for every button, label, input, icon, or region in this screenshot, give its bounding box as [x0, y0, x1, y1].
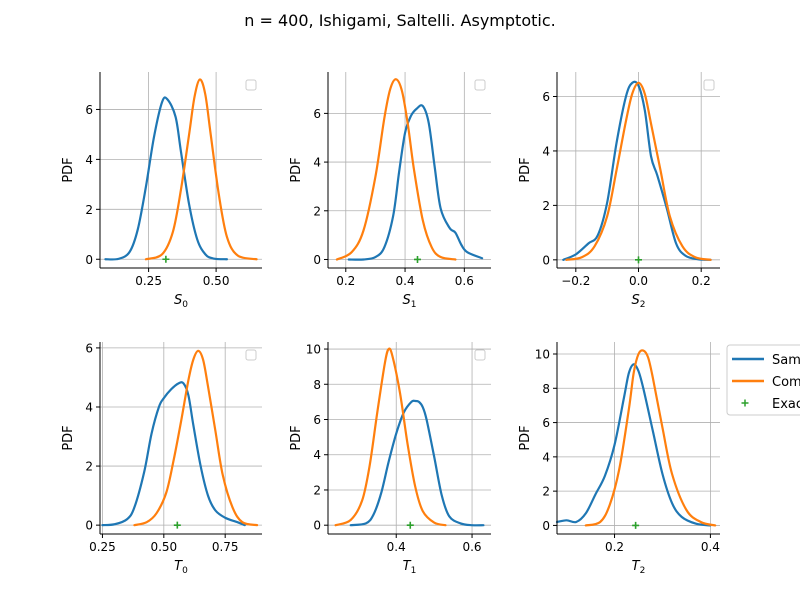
empty-legend-box	[245, 349, 257, 361]
legend-label: Com	[772, 375, 800, 390]
y-tick-label: 4	[542, 450, 550, 464]
x-tick-label: 0.4	[387, 540, 406, 554]
y-tick-label: 0	[542, 253, 550, 267]
series-line	[347, 104, 484, 261]
series-line	[334, 347, 447, 527]
y-axis-label: PDF	[518, 425, 533, 450]
y-tick-label: 4	[542, 144, 550, 158]
exact-marker	[632, 521, 640, 529]
x-tick-label: 0.2	[692, 274, 711, 288]
x-tick-label: 0.6	[462, 540, 481, 554]
y-tick-label: 8	[542, 382, 550, 396]
y-tick-label: 0	[85, 253, 93, 267]
y-tick-label: 6	[313, 107, 321, 121]
y-tick-label: 4	[85, 153, 93, 167]
y-tick-label: 0	[85, 519, 93, 533]
y-tick-label: 0	[313, 253, 321, 267]
legend-entry: Com	[732, 375, 800, 390]
figure-title: n = 400, Ishigami, Saltelli. Asymptotic.	[244, 11, 555, 30]
x-tick-label: 0.25	[135, 274, 162, 288]
series-line	[565, 81, 712, 261]
exact-marker	[635, 256, 642, 264]
y-tick-label: 2	[542, 199, 550, 213]
exact-marker	[173, 521, 181, 529]
series-line	[349, 399, 485, 527]
y-axis-label: PDF	[518, 157, 533, 182]
x-tick-label: 0.75	[212, 540, 239, 554]
x-tick-label: −0.2	[561, 274, 590, 288]
legend-label: Sam	[772, 353, 800, 368]
y-tick-label: 4	[85, 400, 93, 414]
exact-marker	[406, 521, 414, 529]
x-tick-label: 0.2	[605, 540, 624, 554]
series-line	[101, 381, 246, 527]
y-tick-label: 6	[85, 103, 93, 117]
y-tick-label: 6	[542, 416, 550, 430]
y-tick-label: 4	[313, 448, 321, 462]
x-tick-label: 0.50	[203, 274, 230, 288]
y-tick-label: 8	[313, 378, 321, 392]
y-tick-label: 0	[542, 519, 550, 533]
exact-marker	[162, 255, 170, 263]
series-line	[144, 78, 258, 261]
y-tick-label: 2	[85, 203, 93, 217]
series-line	[555, 363, 712, 527]
x-tick-label: 0.50	[150, 540, 177, 554]
y-tick-label: 2	[542, 485, 550, 499]
x-tick-label: 0.0	[629, 274, 648, 288]
x-tick-label: 0.4	[396, 274, 415, 288]
x-tick-label: 0.6	[455, 274, 474, 288]
legend: Sam Com Exac	[726, 344, 800, 416]
y-tick-label: 10	[306, 343, 321, 357]
y-tick-label: 2	[85, 460, 93, 474]
x-tick-label: 0.25	[89, 540, 116, 554]
y-tick-label: 10	[535, 348, 550, 362]
series-line	[584, 349, 717, 527]
legend-entry: Sam	[732, 353, 800, 368]
y-tick-label: 6	[313, 413, 321, 427]
empty-legend-box	[703, 79, 715, 91]
y-axis-label: PDF	[61, 157, 76, 182]
y-tick-label: 6	[542, 90, 550, 104]
series-line	[562, 80, 712, 261]
y-tick-label: 4	[313, 156, 321, 170]
y-axis-label: PDF	[289, 425, 304, 450]
y-axis-label: PDF	[61, 425, 76, 450]
series-line	[335, 78, 457, 261]
x-tick-label: 0.2	[336, 274, 355, 288]
empty-legend-box	[474, 79, 486, 91]
y-tick-label: 0	[313, 519, 321, 533]
empty-legend-box	[474, 349, 486, 361]
legend-label: Exac	[772, 397, 800, 412]
y-tick-label: 2	[313, 204, 321, 218]
y-tick-label: 2	[313, 483, 321, 497]
series-line	[104, 96, 228, 261]
empty-legend-box	[245, 79, 257, 91]
y-tick-label: 6	[85, 341, 93, 355]
y-axis-label: PDF	[289, 157, 304, 182]
x-tick-label: 0.4	[701, 540, 720, 554]
exact-marker	[414, 255, 422, 263]
series-line	[133, 349, 259, 527]
legend-entry: Exac	[741, 397, 800, 412]
